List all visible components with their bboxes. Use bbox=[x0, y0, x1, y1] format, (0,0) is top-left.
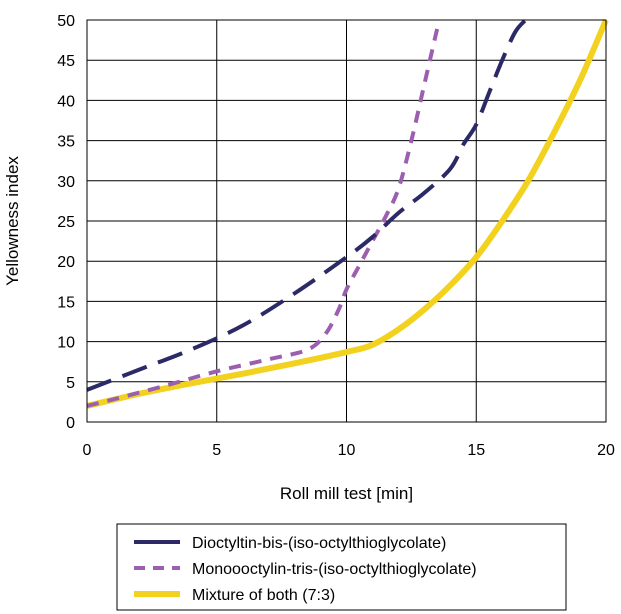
legend-label-2: Monoooctylin-tris-(iso-octylthioglycolat… bbox=[192, 561, 477, 578]
y-tick-label: 35 bbox=[57, 134, 75, 151]
series-line-2 bbox=[86, 27, 440, 408]
legend: Dioctyltin-bis-(iso-octylthioglycolate) M… bbox=[116, 523, 567, 611]
series-line-3 bbox=[86, 18, 609, 409]
plot-frame bbox=[86, 19, 607, 423]
y-tick-label: 30 bbox=[57, 174, 75, 191]
y-tick-label: 15 bbox=[57, 294, 75, 311]
y-tick-label: 25 bbox=[57, 214, 75, 231]
x-tick-labels: 0 5 10 15 20 bbox=[83, 442, 615, 459]
x-axis-label: Roll mill test [min] bbox=[280, 484, 413, 503]
series-line-1 bbox=[86, 18, 528, 392]
x-tick-label: 0 bbox=[83, 442, 92, 459]
y-tick-label: 40 bbox=[57, 93, 75, 110]
legend-label-1: Dioctyltin-bis-(iso-octylthioglycolate) bbox=[192, 535, 446, 552]
series-lines bbox=[86, 18, 609, 409]
x-tick-label: 5 bbox=[212, 442, 221, 459]
y-tick-label: 0 bbox=[66, 415, 75, 432]
legend-label-3: Mixture of both (7:3) bbox=[192, 587, 335, 604]
y-tick-label: 45 bbox=[57, 53, 75, 70]
y-tick-label: 10 bbox=[57, 335, 75, 352]
x-tick-label: 15 bbox=[467, 442, 485, 459]
y-tick-label: 5 bbox=[66, 375, 75, 392]
y-tick-labels: 0 5 10 15 20 25 30 35 40 45 50 bbox=[57, 13, 75, 432]
y-axis-label: Yellowness index bbox=[3, 156, 22, 286]
y-tick-label: 20 bbox=[57, 254, 75, 271]
legend-box bbox=[116, 523, 567, 611]
x-tick-label: 20 bbox=[597, 442, 615, 459]
y-tick-label: 50 bbox=[57, 13, 75, 30]
x-tick-label: 10 bbox=[338, 442, 356, 459]
